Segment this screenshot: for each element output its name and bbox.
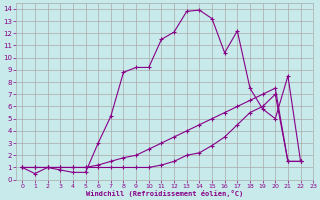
- X-axis label: Windchill (Refroidissement éolien,°C): Windchill (Refroidissement éolien,°C): [86, 190, 243, 197]
